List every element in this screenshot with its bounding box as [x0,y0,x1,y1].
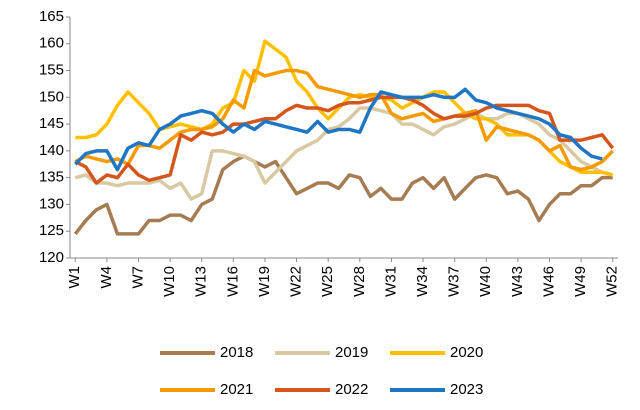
x-tick-label: W43 [509,266,526,297]
x-tick-label: W22 [288,266,305,297]
x-tick-label: W46 [540,266,557,297]
series-line [73,154,613,236]
y-tick-label: 125 [39,222,64,239]
y-tick-label: 140 [39,142,64,159]
y-tick-label: 155 [39,62,64,79]
x-tick-label: W10 [161,266,178,297]
legend-label: 2019 [335,344,368,361]
x-tick-label: W19 [256,266,273,297]
legend-label: 2023 [450,381,483,398]
series-line [74,68,614,172]
x-tick-label: W34 [414,266,431,297]
x-tick-label: W31 [382,266,399,297]
x-tick-label: W13 [193,266,210,297]
y-tick-label: 165 [39,8,64,25]
x-tick-label: W28 [351,266,368,297]
x-tick-label: W25 [319,266,336,297]
y-tick-label: 130 [39,195,64,212]
series-line [74,95,615,185]
legend-label: 2021 [220,381,253,398]
legend-label: 2020 [450,344,483,361]
x-tick-label: W1 [66,266,83,289]
legend-label: 2018 [220,344,253,361]
legend-label: 2022 [335,381,368,398]
x-tick-label: W7 [129,266,146,289]
y-tick-label: 150 [39,88,64,105]
x-tick-label: W49 [572,266,589,297]
y-tick-label: 160 [39,35,64,52]
x-tick-label: W16 [224,266,241,297]
series-line [74,87,603,172]
x-tick-label: W37 [446,266,463,297]
x-tick-label: W52 [604,266,621,297]
x-tick-label: W4 [98,266,115,289]
y-tick-label: 145 [39,115,64,132]
y-tick-label: 120 [39,249,64,266]
x-tick-label: W40 [477,266,494,297]
y-tick-label: 135 [39,169,64,186]
